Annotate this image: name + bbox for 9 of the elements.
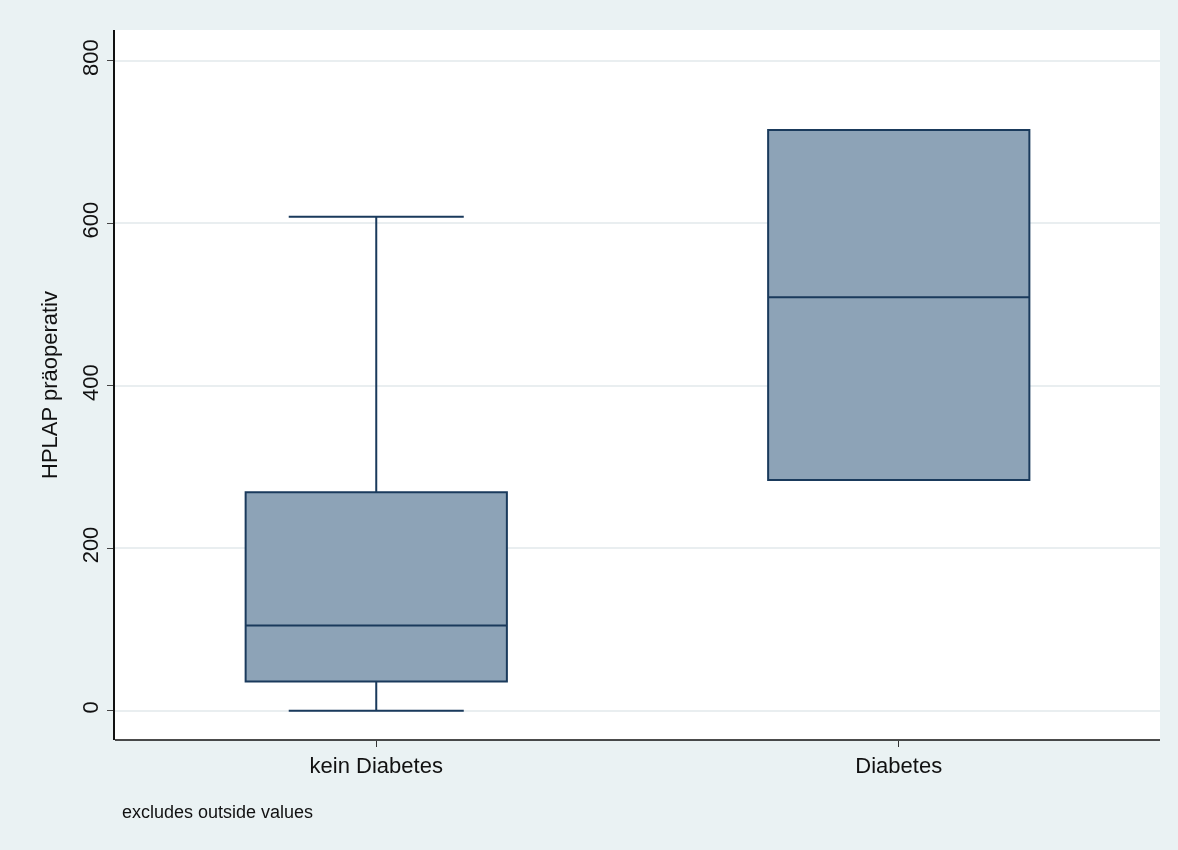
y-tick-label: 0 bbox=[78, 701, 104, 714]
text: excludes outside values bbox=[122, 802, 314, 822]
x-tick-label: Diabetes bbox=[855, 753, 943, 779]
y-tick-label: 800 bbox=[78, 39, 104, 76]
y-tick-label: 600 bbox=[78, 201, 104, 239]
y-tick-label: 400 bbox=[78, 364, 104, 401]
x-tick-label: kein Diabetes bbox=[309, 753, 443, 779]
y-tick-label: 200 bbox=[78, 526, 104, 564]
y-axis-title: HPLAP präoperativ bbox=[36, 291, 62, 479]
